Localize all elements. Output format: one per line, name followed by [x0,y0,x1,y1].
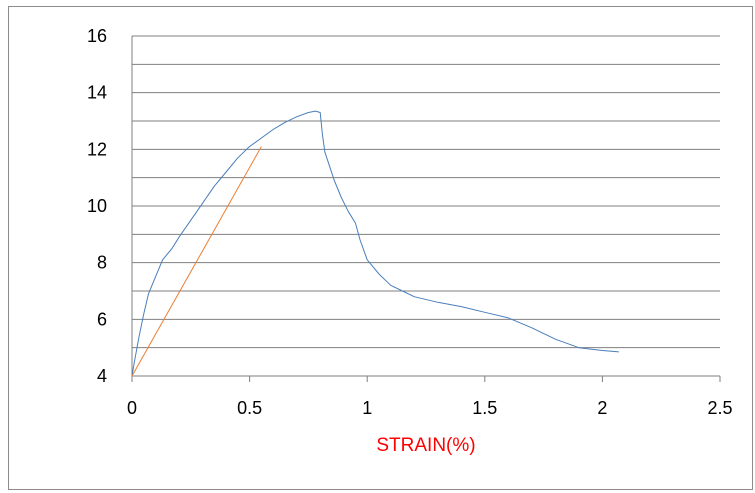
x-tick-label: 1.5 [472,398,497,418]
y-tick-label: 16 [87,26,107,46]
series [131,110,619,377]
x-tick-label: 0 [127,398,137,418]
y-tick-labels: 4 6 8 10 12 14 16 [87,26,107,386]
y-tick-label: 6 [97,309,107,329]
y-tick-label: 12 [87,139,107,159]
y-tick-label: 4 [97,366,107,386]
x-tick-labels: 0 0.5 1 1.5 2 2.5 [127,376,733,418]
x-tick-label: 2.5 [707,398,732,418]
y-tick-label: 14 [87,83,107,103]
x-tick-label: 1 [362,398,372,418]
x-tick-label: 2 [597,398,607,418]
x-axis-title: STRAIN(%) [376,435,475,456]
linear-fit-line [131,146,262,377]
stress-strain-curve [131,110,619,377]
axes [131,36,720,377]
y-tick-label: 10 [87,196,107,216]
gridlines [132,35,720,377]
y-tick-label: 8 [97,253,107,273]
x-tick-label: 0.5 [237,398,262,418]
